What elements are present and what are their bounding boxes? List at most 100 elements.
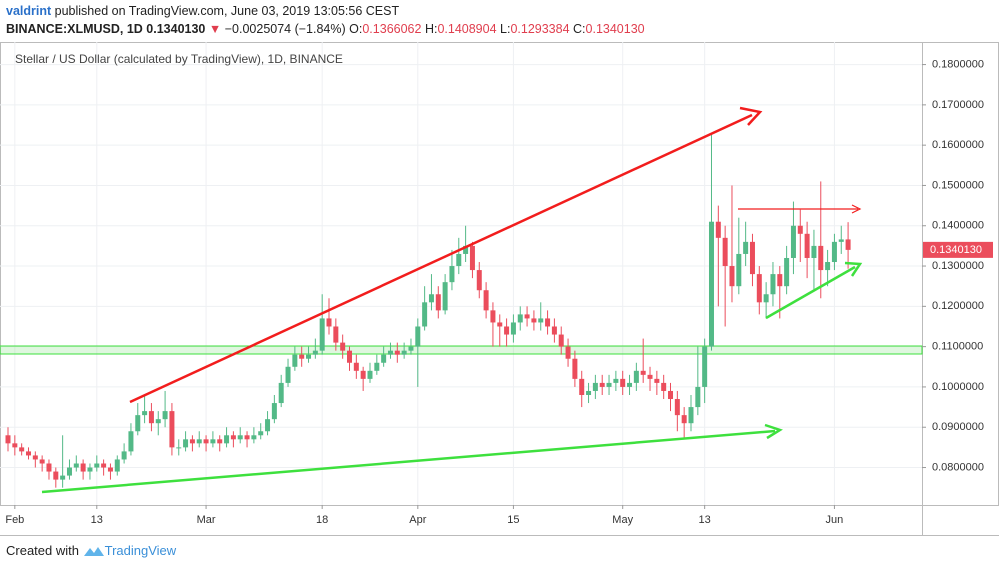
ohlc-value: 0.1293384 bbox=[510, 22, 570, 36]
y-tick-label: 0.1300000 bbox=[932, 260, 984, 272]
y-tick-label: 0.1500000 bbox=[932, 179, 984, 191]
candle-body bbox=[831, 241, 837, 263]
candle-body bbox=[763, 294, 769, 303]
candle-body bbox=[456, 253, 462, 267]
y-tick-label: 0.0800000 bbox=[932, 461, 984, 473]
candle-body bbox=[73, 463, 79, 468]
candle-body bbox=[203, 439, 209, 444]
candle-body bbox=[292, 354, 298, 367]
logo bbox=[83, 547, 104, 556]
candle-body bbox=[599, 382, 605, 387]
candle-body bbox=[674, 399, 680, 416]
ohlc-label: H: bbox=[424, 22, 438, 36]
candle-body bbox=[155, 419, 161, 424]
quote-line: BINANCE:XLMUSD, 1D 0.1340130 ▼ −0.002507… bbox=[6, 22, 645, 36]
candle-body bbox=[210, 439, 216, 444]
arrow-head bbox=[851, 204, 862, 214]
brand: TradingView bbox=[104, 543, 177, 558]
y-tick-label: 0.1800000 bbox=[932, 58, 984, 70]
candle-body bbox=[695, 386, 701, 408]
candle-body bbox=[845, 239, 851, 250]
candle-body bbox=[729, 266, 735, 287]
candle-body bbox=[442, 282, 448, 311]
arrow-head bbox=[739, 106, 763, 126]
created: Created with bbox=[6, 543, 79, 558]
support-band bbox=[0, 345, 923, 355]
logo-shape bbox=[83, 547, 104, 556]
y-tick-label: 0.1000000 bbox=[932, 381, 984, 393]
candle-body bbox=[777, 274, 783, 287]
candle-body bbox=[565, 346, 571, 359]
candle-body bbox=[114, 459, 120, 472]
y-tick-label: 0.1200000 bbox=[932, 300, 984, 312]
candle-body bbox=[504, 326, 510, 335]
candle-body bbox=[217, 439, 223, 444]
candle-body bbox=[60, 475, 66, 480]
candle-body bbox=[285, 366, 291, 383]
candle-body bbox=[53, 471, 59, 480]
candle-body bbox=[408, 346, 414, 351]
change: −0.0025074 (−1.84%) bbox=[224, 22, 346, 36]
candle-body bbox=[265, 419, 271, 432]
candle-body bbox=[708, 221, 714, 347]
candle-body bbox=[702, 346, 708, 387]
candle-body bbox=[312, 350, 318, 355]
candle-body bbox=[422, 302, 428, 327]
ohlc-value: 0.1340130 bbox=[585, 22, 645, 36]
candle-body bbox=[654, 378, 660, 383]
candle-body bbox=[483, 290, 489, 311]
candle-body bbox=[340, 342, 346, 351]
candle-body bbox=[66, 467, 72, 476]
candle-body bbox=[306, 354, 312, 359]
candle-body bbox=[825, 262, 831, 271]
arrow-head bbox=[764, 423, 783, 440]
candle-body bbox=[401, 350, 407, 355]
candle-body bbox=[367, 370, 373, 379]
candle-body bbox=[736, 253, 742, 287]
candle-body bbox=[784, 257, 790, 287]
author: valdrint bbox=[6, 4, 52, 18]
candle-body bbox=[476, 270, 482, 291]
candle-body bbox=[128, 431, 134, 452]
x-tick-label: 13 bbox=[91, 514, 103, 526]
candle-body bbox=[606, 382, 612, 387]
y-tick-label: 0.1400000 bbox=[932, 220, 984, 232]
candle-body bbox=[374, 362, 380, 371]
x-tick-label: 15 bbox=[507, 514, 519, 526]
ohlc-label: L: bbox=[500, 22, 511, 36]
candle-body bbox=[668, 390, 674, 400]
candle-body bbox=[121, 451, 127, 460]
candle-body bbox=[627, 382, 633, 387]
candle-body bbox=[647, 374, 653, 379]
candle-body bbox=[579, 378, 585, 395]
candle-body bbox=[797, 225, 803, 234]
candle-body bbox=[326, 318, 332, 327]
candle-body bbox=[183, 439, 189, 448]
candle-body bbox=[251, 435, 257, 440]
candle-body bbox=[258, 431, 264, 436]
candle-body bbox=[449, 266, 455, 283]
candle-body bbox=[756, 274, 762, 303]
candle-body bbox=[633, 370, 639, 383]
x-tick-label: 13 bbox=[699, 514, 711, 526]
price-tag-label: 0.1340130 bbox=[930, 244, 982, 256]
candle-body bbox=[640, 370, 646, 375]
candle-body bbox=[39, 459, 45, 464]
candle-body bbox=[551, 326, 557, 335]
candle-body bbox=[681, 415, 687, 424]
candle-body bbox=[244, 435, 250, 440]
candle-body bbox=[490, 310, 496, 323]
candle-body bbox=[333, 326, 339, 343]
trend-line bbox=[41, 429, 776, 494]
candle-body bbox=[107, 467, 113, 472]
frame bbox=[0, 42, 999, 506]
candle-body bbox=[722, 237, 728, 267]
ohlc-value: 0.1408904 bbox=[437, 22, 497, 36]
candle-body bbox=[230, 435, 236, 440]
candle-body bbox=[101, 463, 107, 468]
candle-body bbox=[497, 322, 503, 327]
candle-body bbox=[435, 294, 441, 311]
candle-body bbox=[415, 326, 421, 347]
